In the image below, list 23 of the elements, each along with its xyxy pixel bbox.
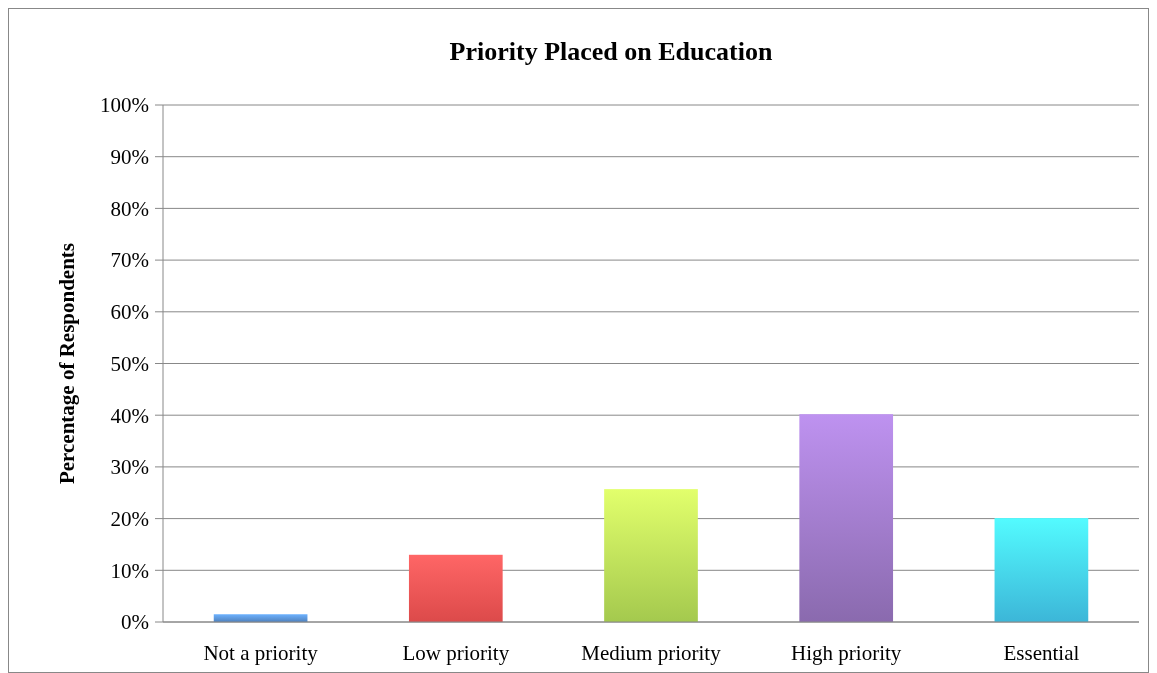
bar [994,518,1089,622]
y-tick-label: 50% [110,351,149,376]
y-tick-label: 20% [110,506,149,531]
y-tick-label: 70% [110,248,149,273]
y-tick-label: 0% [121,610,149,635]
x-tick-label: Medium priority [581,641,722,665]
y-axis-title: Percentage of Respondents [55,242,79,485]
x-tick-label: Not a priority [203,641,319,665]
y-tick-label: 100% [100,93,149,118]
y-tick-label: 60% [110,300,149,325]
bar [604,489,698,622]
x-tick-label: Low priority [402,641,510,665]
bar [799,414,894,622]
y-tick-label: 30% [110,455,149,480]
chart-title: Priority Placed on Education [449,37,773,66]
y-tick-label: 40% [110,403,149,428]
x-tick-label: High priority [791,641,902,665]
bar [213,614,308,622]
bar [408,554,503,622]
y-tick-label: 80% [110,196,149,221]
y-tick-label: 90% [110,145,149,170]
x-tick-label: Essential [1003,641,1080,665]
y-tick-label: 10% [110,558,149,583]
